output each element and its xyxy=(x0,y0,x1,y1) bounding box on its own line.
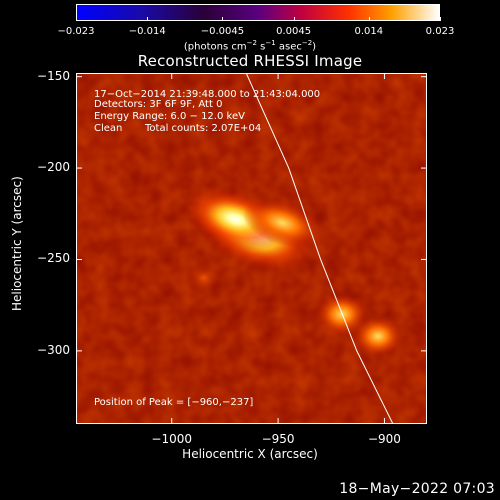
y-tick-label: −150 xyxy=(37,68,70,83)
solar-limb xyxy=(245,73,394,424)
colorbar-tick-mark xyxy=(440,17,441,21)
annotation-time: 17−Oct−2014 21:39:48.000 to 21:43:04.000 xyxy=(94,89,321,100)
annotation-detectors: Detectors: 3F 6F 9F, Att 0 xyxy=(94,99,223,110)
annotation-counts: Total counts: 2.07E+04 xyxy=(145,123,262,134)
colorbar-tick-mark xyxy=(222,17,224,21)
y-tick-label: −250 xyxy=(37,251,70,266)
x-tick-label: −900 xyxy=(367,432,401,446)
emission-source xyxy=(352,316,404,357)
y-axis-label: Heliocentric Y (arcsec) xyxy=(10,176,24,311)
colorbar-tick-label: −0.023 xyxy=(57,26,95,37)
colorbar-tick-label: 0.0045 xyxy=(276,26,312,37)
x-tick-label: −950 xyxy=(261,432,295,446)
emission-source xyxy=(242,198,323,248)
colorbar-tick-mark xyxy=(76,17,77,21)
footer-date: 18−May−2022 07:03 xyxy=(339,481,495,497)
colorbar-units: (photons cm−2 s−1 asec−2) xyxy=(183,39,317,53)
colorbar-tick-mark xyxy=(293,17,295,21)
colorbar-tick-mark xyxy=(368,17,370,21)
colorbar-tick-label: −0.014 xyxy=(128,26,166,37)
colorbar-tick-label: 0.023 xyxy=(425,26,455,37)
plot-title: Reconstructed RHESSI Image xyxy=(137,52,363,70)
rhessi-image xyxy=(76,73,427,424)
annotation-energy: Energy Range: 6.0 − 12.0 keV xyxy=(94,111,245,122)
y-tick-label: −300 xyxy=(37,342,70,357)
x-tick-label: −1000 xyxy=(151,432,193,446)
emission-sources xyxy=(184,187,404,357)
colorbar-tick-label: −0.0045 xyxy=(200,26,245,37)
colorbar xyxy=(76,4,440,21)
y-tick-label: −200 xyxy=(37,160,70,175)
x-axis-label: Heliocentric X (arcsec) xyxy=(182,447,318,461)
annotation-clean: Clean xyxy=(94,123,123,134)
colorbar-tick-mark xyxy=(147,17,149,21)
annotation-peak: Position of Peak = [−960,−237] xyxy=(94,397,254,408)
emission-source xyxy=(185,262,223,293)
colorbar-tick-label: 0.014 xyxy=(354,26,384,37)
